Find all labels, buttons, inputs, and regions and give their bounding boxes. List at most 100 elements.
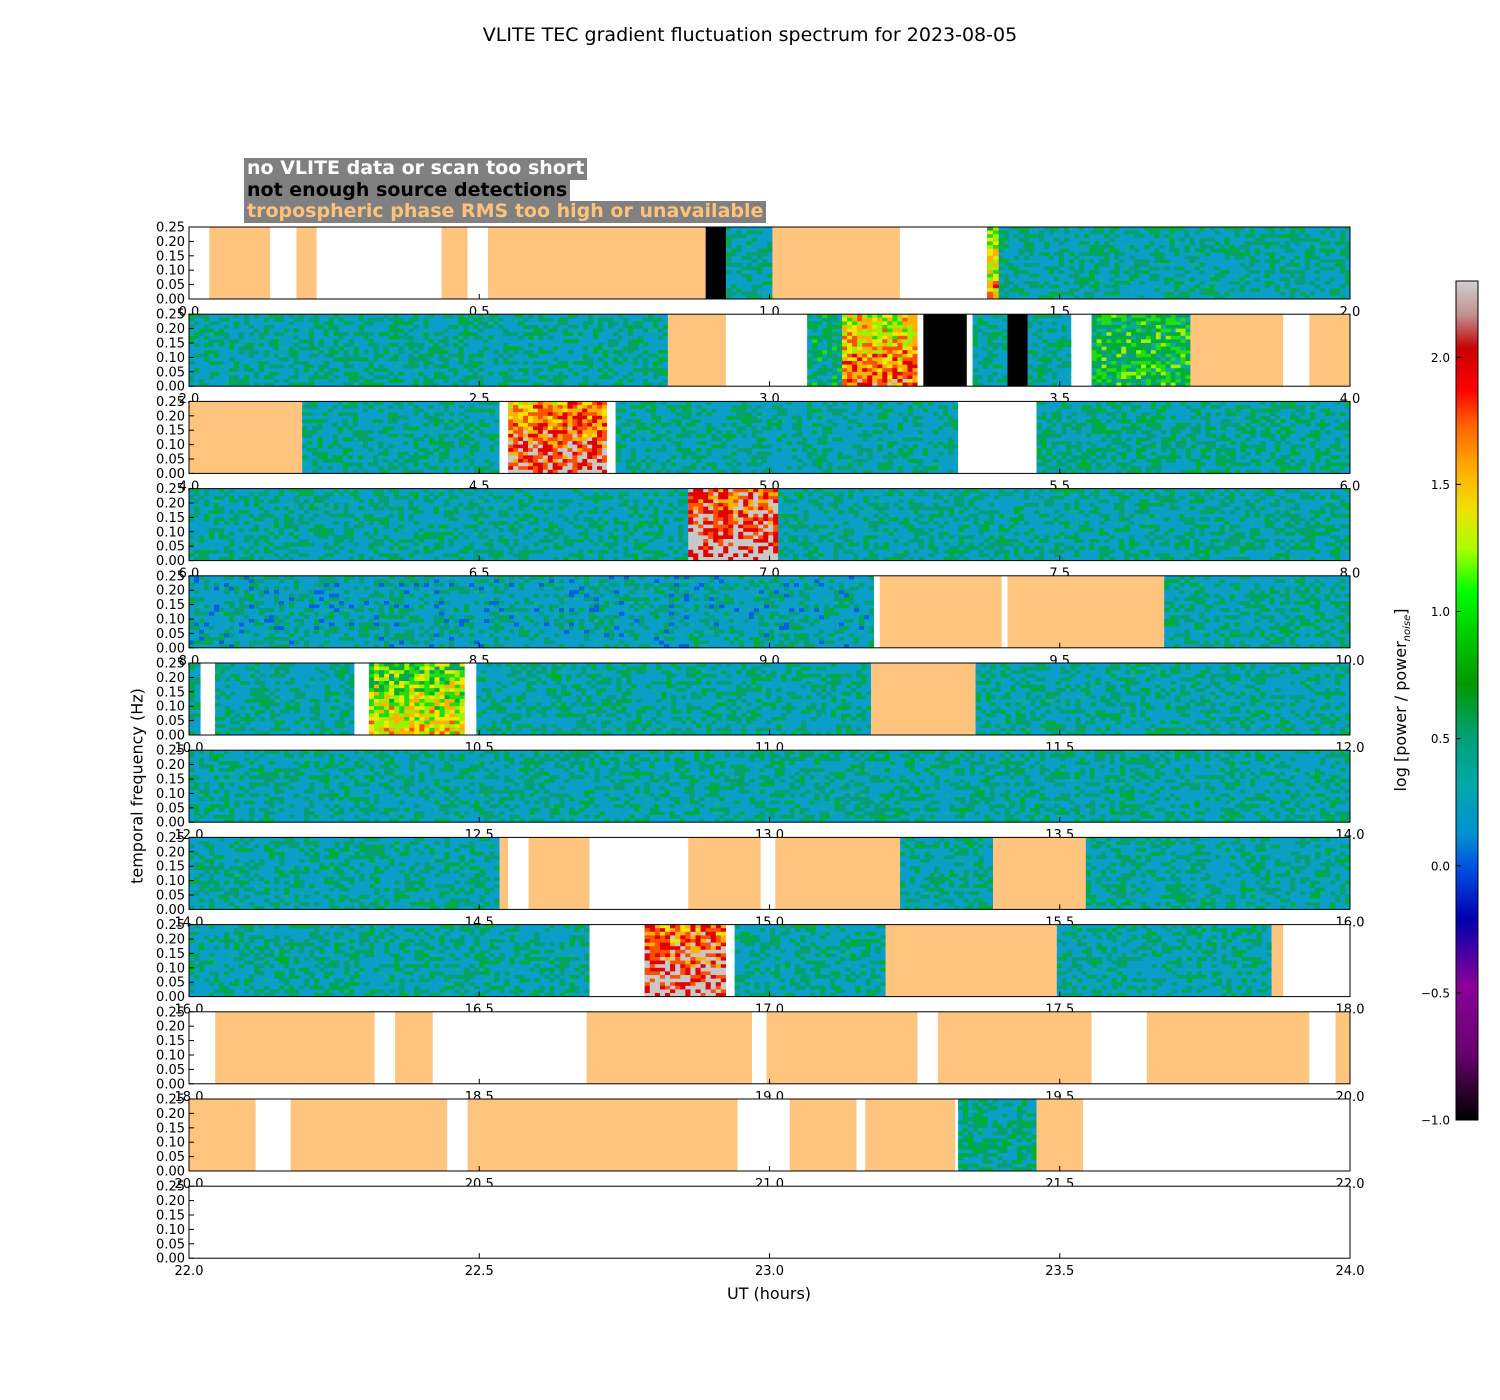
spectrum-cell bbox=[1094, 230, 1100, 235]
spectrum-cell bbox=[317, 455, 323, 460]
spectrum-cell bbox=[1109, 291, 1115, 296]
spectrum-cell bbox=[662, 339, 669, 344]
spectrum-cell bbox=[977, 379, 983, 383]
spectrum-cell bbox=[741, 234, 747, 239]
spectrum-cell bbox=[1114, 295, 1120, 300]
spectrum-cell bbox=[1047, 361, 1053, 365]
spectrum-cell bbox=[1042, 343, 1048, 347]
spectrum-cell bbox=[628, 361, 634, 365]
spectrum-cell bbox=[657, 335, 664, 340]
spectrum-cell bbox=[453, 357, 459, 362]
spectrum-cell bbox=[578, 343, 584, 347]
spectrum-cell bbox=[987, 357, 993, 362]
spectrum-cell bbox=[413, 444, 419, 449]
spectrum-cell bbox=[367, 412, 374, 417]
spectrum-cell bbox=[822, 357, 828, 362]
spectrum-cell bbox=[1294, 227, 1301, 231]
spectrum-cell bbox=[593, 314, 599, 319]
spectrum-cell bbox=[233, 332, 240, 337]
spectrum-cell bbox=[233, 364, 240, 369]
spectrum-cell bbox=[897, 339, 903, 344]
spectrum-cell bbox=[632, 346, 639, 351]
spectrum-cell bbox=[582, 423, 588, 427]
spectrum-cell bbox=[393, 343, 399, 347]
spectrum-cell bbox=[423, 469, 430, 474]
spectrum-cell bbox=[892, 379, 898, 383]
spectrum-cell bbox=[464, 466, 470, 471]
spectrum-cell bbox=[343, 375, 349, 380]
spectrum-cell bbox=[1309, 295, 1316, 300]
spectrum-cell bbox=[433, 332, 439, 337]
spectrum-cell bbox=[583, 368, 589, 373]
spectrum-cell bbox=[253, 382, 260, 387]
spectrum-cell bbox=[253, 379, 260, 383]
spectrum-cell bbox=[238, 368, 245, 373]
spectrum-cell bbox=[337, 401, 343, 406]
spectrum-cell bbox=[887, 382, 893, 387]
spectrum-cell bbox=[1199, 270, 1205, 275]
spectrum-cell bbox=[418, 433, 424, 438]
spectrum-cell bbox=[1269, 237, 1276, 242]
spectrum-cell bbox=[208, 339, 215, 344]
spectrum-cell bbox=[1008, 241, 1015, 246]
spectrum-cell bbox=[736, 234, 742, 239]
spectrum-cell bbox=[1089, 284, 1095, 289]
spectrum-cell bbox=[332, 459, 338, 463]
spectrum-cell bbox=[578, 314, 584, 319]
spectrum-cell bbox=[378, 357, 384, 362]
spectrum-cell bbox=[892, 353, 898, 358]
spectrum-cell bbox=[1037, 364, 1043, 369]
spectrum-cell bbox=[882, 328, 888, 333]
spectrum-cell bbox=[469, 451, 475, 456]
spectrum-cell bbox=[338, 314, 344, 319]
spectrum-cell bbox=[578, 361, 584, 365]
spectrum-cell bbox=[1013, 227, 1020, 231]
spectrum-cell bbox=[433, 371, 439, 376]
spectrum-cell bbox=[1165, 325, 1171, 329]
spectrum-cell bbox=[363, 335, 369, 340]
spectrum-cell bbox=[278, 350, 285, 355]
spectrum-cell bbox=[1269, 270, 1276, 275]
spectrum-cell bbox=[1239, 252, 1245, 257]
spectrum-cell bbox=[193, 368, 200, 373]
spectrum-cell bbox=[882, 335, 888, 340]
spectrum-cell bbox=[1116, 343, 1122, 347]
spectrum-cell bbox=[987, 230, 994, 235]
spectrum-cell bbox=[508, 375, 514, 380]
spectrum-cell bbox=[1119, 252, 1125, 257]
spectrum-cell bbox=[630, 444, 637, 449]
spectrum-cell bbox=[537, 433, 544, 438]
spectrum-cell bbox=[523, 423, 529, 427]
spectrum-cell bbox=[1244, 237, 1250, 242]
spectrum-cell bbox=[537, 451, 544, 456]
spectrum-cell bbox=[817, 339, 823, 344]
spectrum-cell bbox=[1129, 248, 1135, 253]
spectrum-cell bbox=[660, 430, 667, 435]
spectrum-cell bbox=[1254, 230, 1260, 235]
spectrum-cell bbox=[706, 426, 712, 431]
spectrum-cell bbox=[567, 437, 573, 442]
spectrum-cell bbox=[312, 462, 318, 467]
spectrum-cell bbox=[1144, 237, 1150, 242]
spectrum-cell bbox=[528, 469, 534, 474]
spectrum-cell bbox=[383, 459, 389, 463]
spectrum-cell bbox=[650, 459, 657, 463]
spectrum-cell bbox=[1032, 357, 1038, 362]
spectrum-cell bbox=[1204, 234, 1210, 239]
spectrum-cell bbox=[1121, 371, 1127, 376]
spectrum-cell bbox=[348, 339, 354, 344]
spectrum-cell bbox=[347, 462, 354, 467]
spectrum-cell bbox=[413, 361, 419, 365]
spectrum-cell bbox=[1136, 379, 1142, 383]
spectrum-cell bbox=[746, 241, 753, 246]
spectrum-cell bbox=[433, 405, 440, 409]
spectrum-cell bbox=[857, 364, 863, 369]
spectrum-cell bbox=[992, 288, 1000, 293]
spectrum-cell bbox=[268, 382, 275, 387]
spectrum-cell bbox=[358, 332, 364, 337]
spectrum-cell bbox=[827, 328, 833, 333]
spectrum-cell bbox=[403, 459, 409, 463]
spectrum-cell bbox=[562, 408, 568, 413]
spectrum-cell bbox=[1038, 277, 1045, 282]
spectrum-cell bbox=[592, 466, 598, 471]
